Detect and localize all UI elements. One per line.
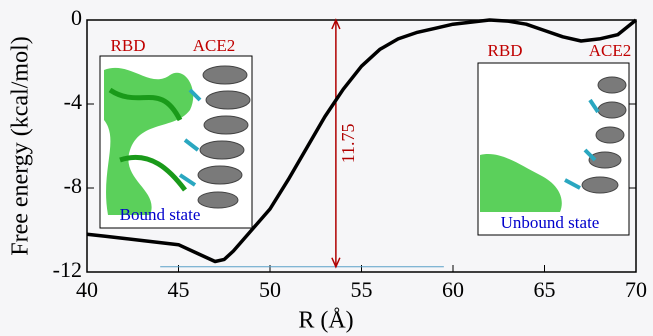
- inset-image: [478, 63, 629, 235]
- y-tick-label: -8: [64, 173, 82, 198]
- arrow-label: 11.75: [338, 123, 358, 163]
- x-tick-label: 45: [168, 277, 190, 302]
- y-axis-label: Free energy (kcal/mol): [8, 36, 34, 255]
- inset-image: [100, 56, 252, 228]
- y-tick-label: -4: [64, 89, 82, 114]
- x-tick-label: 60: [442, 277, 464, 302]
- inset-label: RBD: [488, 41, 523, 60]
- inset-label: ACE2: [193, 36, 236, 55]
- x-axis-label: R (Å): [298, 308, 353, 334]
- x-tick-label: 70: [625, 277, 647, 302]
- y-tick-label: 0: [71, 5, 82, 30]
- inset-label: RBD: [111, 36, 146, 55]
- inset-caption: Bound state: [120, 205, 201, 224]
- inset-label: ACE2: [589, 41, 632, 60]
- x-tick-label: 65: [534, 277, 556, 302]
- x-tick-label: 55: [351, 277, 373, 302]
- x-tick-label: 40: [76, 277, 98, 302]
- x-tick-label: 50: [259, 277, 281, 302]
- inset-caption: Unbound state: [501, 213, 600, 232]
- chart: RBD ACE2 Bound state RBD ACE2 Unbound st…: [0, 0, 653, 336]
